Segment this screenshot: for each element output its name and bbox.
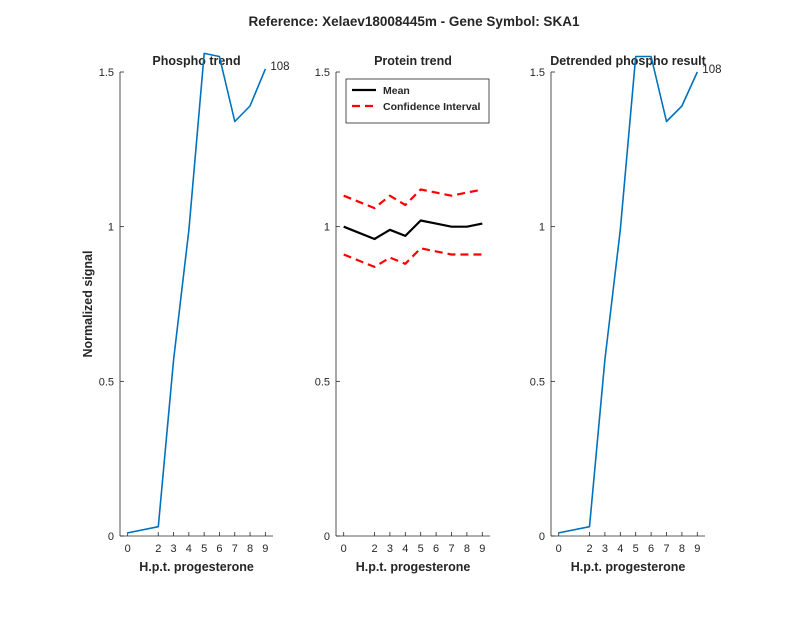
x-tick-label: 5 [418,543,424,555]
y-tick-label: 0.5 [99,376,114,388]
y-tick-label: 0 [539,531,545,543]
x-tick-label: 5 [633,543,639,555]
x-tick-label: 6 [648,543,654,555]
x-tick-label: 0 [125,543,131,555]
x-axis-label: H.p.t. progesterone [571,560,686,574]
series-line-3 [343,247,483,268]
series-line-2 [343,188,483,210]
x-tick-label: 8 [247,543,253,555]
y-tick-label: 1 [108,222,114,234]
y-tick-label: 0 [324,531,330,543]
y-tick-label: 1 [539,222,545,234]
x-tick-label: 3 [387,543,393,555]
x-tick-label: 7 [448,543,454,555]
x-tick-label: 8 [464,543,470,555]
subplot-2: 0 0.5 1 1.5 0 2 3 4 5 6 7 8 9 Protein trend H.p.t. pro… [315,54,490,574]
x-tick-label: 2 [155,543,161,555]
subplot-title: Detrended phospho result [550,54,706,68]
subplot-title: Protein trend [374,54,452,68]
x-tick-label: 7 [232,543,238,555]
series-line-1 [343,219,483,241]
x-tick-label: 3 [170,543,176,555]
y-axis-label: Normalized signal [81,251,95,358]
x-tick-label: 2 [586,543,592,555]
legend-entry: Confidence Interval [383,101,481,113]
x-tick-label: 4 [186,543,192,555]
legend-entry: Mean [383,85,410,97]
series-line-1 [127,52,267,534]
x-tick-label: 9 [262,543,268,555]
series-line-1 [558,55,699,534]
x-tick-label: 7 [663,543,669,555]
y-tick-label: 0.5 [530,376,545,388]
y-tick-label: 1.5 [315,67,330,79]
y-tick-label: 0 [108,531,114,543]
legend: Mean Confidence Interval [345,78,490,124]
y-tick-label: 1 [324,222,330,234]
x-tick-label: 0 [556,543,562,555]
subplot-title: Phospho trend [152,54,240,68]
x-axis-label: H.p.t. progesterone [356,560,471,574]
subplot-1: 0 0.5 1 1.5 0 2 3 4 5 6 7 8 9 Phospho trend H.p.t. pro… [81,52,290,574]
figure-title: Reference: Xelaev18008445m - Gene Symbol… [249,14,580,29]
x-tick-label: 2 [371,543,377,555]
x-tick-label: 0 [341,543,347,555]
y-tick-label: 0.5 [315,376,330,388]
legend-box [345,78,490,124]
y-tick-label: 1.5 [99,67,114,79]
series-end-label: 108 [270,61,289,73]
x-tick-label: 4 [617,543,623,555]
x-tick-label: 3 [602,543,608,555]
x-tick-label: 6 [433,543,439,555]
x-tick-label: 8 [679,543,685,555]
y-tick-label: 1.5 [530,67,545,79]
x-tick-label: 9 [694,543,700,555]
subplot-3: 0 0.5 1 1.5 0 2 3 4 5 6 7 8 9 Detrended phospho resul… [530,54,722,574]
x-axis-label: H.p.t. progesterone [139,560,254,574]
x-tick-label: 5 [201,543,207,555]
x-tick-label: 9 [479,543,485,555]
series-end-label: 108 [702,64,721,76]
x-tick-label: 4 [402,543,408,555]
x-tick-label: 6 [216,543,222,555]
